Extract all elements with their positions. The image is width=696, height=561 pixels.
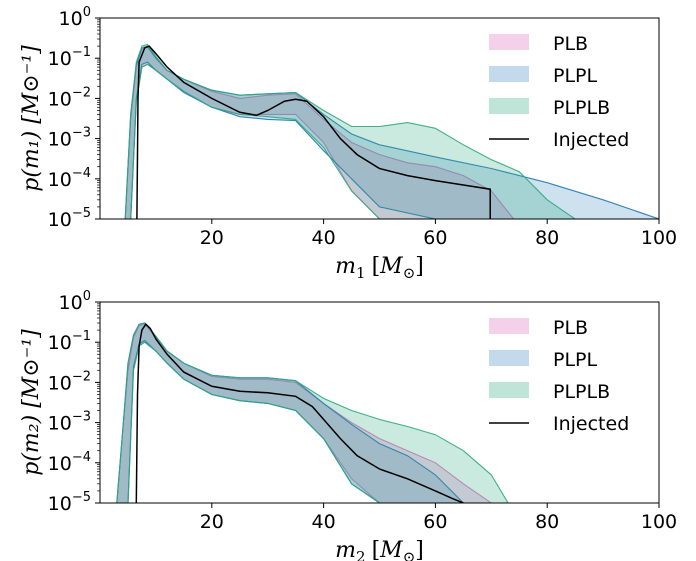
y-tick-label: 10−3 bbox=[48, 126, 91, 151]
x-tick-label: 60 bbox=[423, 511, 447, 533]
legend-label: Injected bbox=[553, 129, 629, 151]
chart-panel-2: 20 40 60 80 100 100 10−1 10−2 10−3 10−4 10−5 m2 [M⊙]… bbox=[19, 289, 677, 561]
x-axis-label: m1 [M⊙] bbox=[335, 254, 424, 282]
legend-swatch bbox=[489, 34, 529, 50]
legend-item-plpl: PLPL bbox=[489, 349, 598, 371]
y-tick-label: 10−1 bbox=[48, 45, 91, 70]
x-tick-label: 80 bbox=[535, 227, 559, 249]
line-injected bbox=[136, 45, 491, 219]
legend-swatch bbox=[489, 318, 529, 334]
plot-area bbox=[124, 43, 659, 219]
y-tick-label: 10−4 bbox=[48, 450, 91, 475]
y-tick-label: 10−2 bbox=[48, 85, 91, 110]
x-tick-label: 100 bbox=[641, 227, 677, 249]
x-tick-label: 20 bbox=[200, 511, 224, 533]
y-tick-label: 100 bbox=[59, 5, 91, 30]
legend-label: PLPL bbox=[553, 65, 598, 87]
legend-item-plplb: PLPLB bbox=[489, 381, 610, 403]
y-tick-label: 10−5 bbox=[48, 490, 91, 515]
legend-swatch bbox=[489, 382, 529, 398]
legend-swatch bbox=[489, 98, 529, 114]
y-tick-label: 100 bbox=[59, 289, 91, 314]
y-tick-label: 10−1 bbox=[48, 329, 91, 354]
x-tick-label: 40 bbox=[312, 227, 336, 249]
legend-item-plplb: PLPLB bbox=[489, 97, 610, 119]
legend-item-plb: PLB bbox=[489, 317, 588, 339]
legend-item-injected: Injected bbox=[489, 413, 629, 435]
x-tick-label: 20 bbox=[200, 227, 224, 249]
y-tick-label: 10−2 bbox=[48, 369, 91, 394]
legend-label: PLPL bbox=[553, 349, 598, 371]
legend-label: PLB bbox=[553, 33, 588, 55]
y-tick-label: 10−5 bbox=[48, 206, 91, 231]
axes-frame bbox=[99, 17, 660, 220]
legend-swatch bbox=[489, 66, 529, 82]
legend-label: PLB bbox=[553, 317, 588, 339]
legend-item-injected: Injected bbox=[489, 129, 629, 151]
legend-item-plb: PLB bbox=[489, 33, 588, 55]
y-tick-label: 10−4 bbox=[48, 166, 91, 191]
y-tick-label: 10−3 bbox=[48, 410, 91, 435]
y-axis-label: p(m₁) [M⊙⁻¹] bbox=[19, 45, 44, 192]
legend-item-plpl: PLPL bbox=[489, 65, 598, 87]
band-plplb bbox=[116, 322, 509, 503]
x-tick-label: 60 bbox=[423, 227, 447, 249]
legend-label: PLPLB bbox=[553, 381, 610, 403]
x-tick-label: 80 bbox=[535, 511, 559, 533]
legend-swatch bbox=[489, 350, 529, 366]
x-tick-label: 40 bbox=[312, 511, 336, 533]
x-axis-label: m2 [M⊙] bbox=[335, 538, 424, 561]
line-injected bbox=[135, 323, 464, 503]
legend-label: Injected bbox=[553, 413, 629, 435]
band-plplb bbox=[124, 43, 577, 219]
legend-label: PLPLB bbox=[553, 97, 610, 119]
plot-area bbox=[116, 322, 509, 503]
axes-frame bbox=[99, 301, 660, 504]
x-tick-label: 100 bbox=[641, 511, 677, 533]
y-axis-label: p(m₂) [M⊙⁻¹] bbox=[19, 329, 44, 476]
chart-panel-1: 20 40 60 80 100 100 10−1 10−2 10−3 10−4 10−5 m1 [M⊙]… bbox=[19, 5, 677, 282]
